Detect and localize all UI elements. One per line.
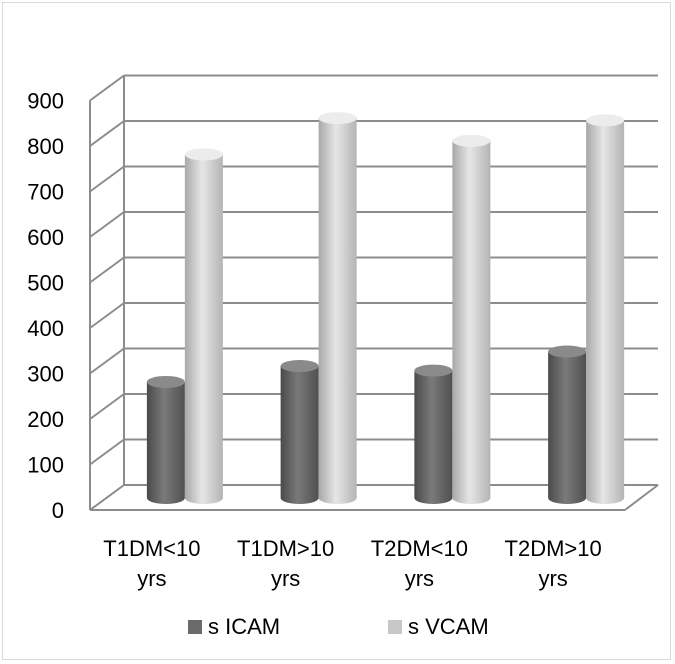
x-category-label-0-line-1: yrs [137,566,166,591]
bar-body [548,351,587,504]
gridline-depth-300 [89,347,125,375]
bar-s-icam-1 [280,360,319,504]
bar-body [414,370,453,504]
bar-body [146,381,185,504]
gridline-depth-200 [89,393,125,420]
y-tick-label-100: 100 [27,453,64,478]
y-tick-label-900: 900 [27,89,64,114]
axes [89,75,659,511]
legend: s ICAM s VCAM [188,614,489,639]
x-category-label-0-line-0: T1DM<10 [103,536,200,561]
x-category-labels: T1DM<10 yrs T1DM>10 yrs T2DM<10 yrs T2DM>10 yrs [103,536,601,591]
y-tick-label-0: 0 [52,498,64,523]
bars [146,112,625,504]
y-tick-labels: 0 100 200 300 400 500 600 700 800 900 [27,89,64,524]
bar-top [586,114,625,127]
y-tick-label-500: 500 [27,271,64,296]
gridline-depth-700 [89,165,125,193]
x-category-label-3-line-0: T2DM>10 [505,536,602,561]
bar-body [586,120,625,504]
y-tick-label-800: 800 [27,134,64,159]
gridline-depth-900 [89,74,125,102]
bar-top [280,360,319,373]
bar-body [452,140,491,504]
x-category-label-1-line-0: T1DM>10 [237,536,334,561]
bar-s-vcam-2 [452,134,491,504]
bar-top [146,375,185,388]
bar-body [318,118,357,504]
y-tick-label-700: 700 [27,180,64,205]
bar-top [452,134,491,147]
bar-top [184,148,223,161]
gridline-depth-800 [89,120,125,147]
y-tick-label-400: 400 [27,316,64,341]
x-category-label-3-line-1: yrs [538,566,567,591]
y-tick-label-300: 300 [27,362,64,387]
bar-body [184,154,223,504]
bar-body [280,366,319,504]
gridline-depth-500 [89,256,125,284]
y-tick-label-200: 200 [27,407,64,432]
bar-top [414,364,453,377]
gridline-depth-400 [89,302,125,329]
bar-s-vcam-3 [586,114,625,504]
bar-top [548,345,587,358]
x-category-label-2-line-0: T2DM<10 [371,536,468,561]
bar-s-vcam-1 [318,112,357,504]
bar-s-icam-0 [146,375,185,504]
bar-s-vcam-0 [184,148,223,504]
legend-label-0: s ICAM [208,614,280,639]
x-category-label-2-line-1: yrs [405,566,434,591]
gridline-depth-100 [89,438,125,466]
legend-label-1: s VCAM [408,614,489,639]
bar-top [318,112,357,125]
bar-s-icam-2 [414,364,453,504]
gridline-depth-0 [89,484,125,511]
y-tick-label-600: 600 [27,225,64,250]
x-category-label-1-line-1: yrs [271,566,300,591]
legend-swatch-1 [388,620,402,634]
floor-right-edge [624,484,659,511]
gridline-depth-600 [89,211,125,238]
legend-swatch-0 [188,620,202,634]
bar-s-icam-3 [548,345,587,504]
